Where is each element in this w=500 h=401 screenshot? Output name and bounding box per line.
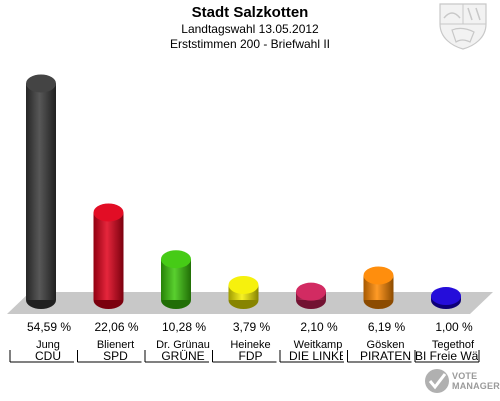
candidate-label: Dr. Grünau [156,339,210,351]
candidate-label: Jung [36,339,60,351]
logo-line: MANAGER [452,381,500,391]
value-label: 22,06 % [94,320,138,334]
chart-title-block: Stadt Salzkotten Landtagswahl 13.05.2012… [0,4,500,52]
party-label: GRÜNE [161,349,204,363]
party-label: CDU [35,349,61,363]
value-label: 10,28 % [162,320,206,334]
candidate-label: Heineke [230,339,270,351]
bar-cdu [26,74,56,309]
chart-subtitle-line: Erststimmen 200 - Briefwahl II [169,37,331,51]
logo-line: VOTE [452,371,478,381]
bar-gr-ne [161,250,191,309]
votemanager-logo-text: VOTE MANAGER [452,371,500,391]
party-label: FDP [239,349,263,363]
bar-die-linke [296,282,326,309]
candidate-label: Gösken [367,339,405,351]
value-label: 3,79 % [233,320,271,334]
candidate-label: Blienert [97,339,134,351]
value-label: 54,59 % [27,320,71,334]
party-label: FBI Freie Wähler [408,349,499,363]
nrw-coat-of-arms-icon [432,2,494,55]
value-label: 2,10 % [300,320,338,334]
bar-fdp [228,275,259,309]
value-label: 6,19 % [368,320,406,334]
candidate-label: Tegethof [432,339,475,351]
chart-title: Stadt Salzkotten [191,4,309,21]
bar-piraten [363,266,394,309]
candidate-label: Weitkamp [294,339,343,351]
bar-fbi-freie-w-hler [431,287,461,309]
votemanager-logo-icon [424,366,452,401]
party-label: DIE LINKE [289,349,347,363]
party-label: SPD [103,349,128,363]
bar-spd [93,203,124,309]
chart-subtitle-line: Landtagswahl 13.05.2012 [181,22,319,36]
party-label: PIRATEN [360,349,411,363]
value-label: 1,00 % [435,320,473,334]
